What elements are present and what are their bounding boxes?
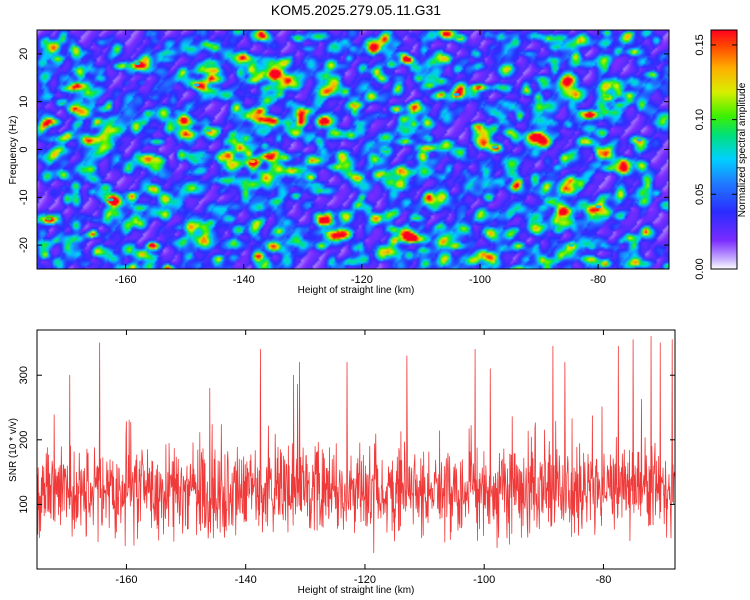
spectral-peak-10 — [544, 198, 551, 202]
spectrogram-x-tick-label: -100 — [469, 274, 491, 286]
spectral-peak-19 — [382, 147, 389, 152]
spectral-peak-14 — [568, 243, 575, 247]
spectrogram-x-axis: -160 -140 -120 -100 -80 — [115, 30, 606, 286]
spectral-peak-7 — [293, 35, 300, 39]
snr-x-tick-label: -100 — [473, 574, 495, 586]
spectral-peak-15 — [57, 100, 64, 104]
spectral-peak-2 — [249, 159, 256, 164]
snr-y-tick-label: 100 — [18, 495, 30, 513]
spectral-peak-11 — [107, 198, 114, 202]
snr-x-tick-label: -120 — [354, 574, 376, 586]
spectral-peak-8 — [456, 35, 463, 39]
spectrogram-y-label: Frequency (Hz) — [8, 116, 19, 185]
chart-title: KOM5.2025.279.05.11.G31 — [271, 2, 441, 18]
spectral-peak-1 — [149, 243, 156, 247]
spectral-peak-16 — [193, 83, 200, 87]
spectrogram-y-tick-label: 20 — [18, 48, 30, 60]
spectral-peak-0 — [403, 57, 410, 61]
spectral-peak-18 — [453, 92, 460, 97]
spectrogram-y-axis: -20 -10 0 10 20 — [18, 48, 669, 253]
snr-x-tick-label: -160 — [115, 574, 137, 586]
spectrogram-layer — [37, 30, 669, 269]
colorbar-gradient — [710, 29, 738, 270]
spectral-peak-6 — [603, 95, 610, 99]
spectral-peak-5 — [491, 145, 498, 149]
spectral-peak-9 — [205, 128, 212, 132]
snr-y-tick-label: 300 — [18, 366, 30, 384]
snr-x-tick-label: -80 — [595, 574, 611, 586]
spectrogram-x-tick-label: -140 — [233, 274, 255, 286]
spectrogram-x-tick-label: -80 — [590, 274, 606, 286]
spectrogram-x-tick-label: -120 — [351, 274, 373, 286]
snr-x-axis: -160 -140 -120 -100 -80 — [115, 330, 611, 586]
snr-y-tick-label: 200 — [18, 431, 30, 449]
colorbar: 0.00 0.05 0.10 0.15 Normalized spectral amp… — [694, 29, 748, 280]
snr-x-tick-label: -140 — [235, 574, 257, 586]
colorbar-ticks: 0.00 0.05 0.10 0.15 — [694, 34, 737, 280]
spectral-peak-4 — [45, 217, 52, 221]
spectrogram-heatmap — [37, 30, 669, 269]
snr-x-label: Height of straight line (km) — [298, 585, 415, 596]
colorbar-tick-label: 0.15 — [694, 34, 706, 55]
snr-series-line — [37, 336, 675, 554]
spectral-peak-12 — [412, 214, 419, 219]
snr-panel: -160 -140 -120 -100 -80 100 200 300 Height of … — [8, 329, 676, 596]
colorbar-tick-label: 0.05 — [694, 184, 706, 205]
snr-background — [37, 330, 675, 569]
snr-frame — [36, 329, 676, 570]
spectrogram-x-tick-label: -160 — [115, 274, 137, 286]
spectral-peak-17 — [323, 229, 330, 233]
spectrogram-y-tick-label: -20 — [18, 237, 30, 253]
colorbar-tick-label: 0.10 — [694, 109, 706, 130]
spectral-peak-20 — [595, 205, 602, 209]
spectral-peak-21 — [636, 138, 643, 142]
colorbar-label: Normalized spectral amplitude — [737, 82, 748, 217]
colorbar-tick-label: 0.00 — [694, 258, 706, 279]
spectral-peak-13 — [134, 61, 141, 66]
spectrogram-y-tick-label: 10 — [18, 96, 30, 108]
spectrogram-y-tick-label: -10 — [18, 189, 30, 205]
spectral-peak-3 — [352, 102, 359, 106]
spectrogram-x-label: Height of straight line (km) — [298, 285, 415, 296]
snr-y-label: SNR (10 * v/v) — [8, 418, 19, 482]
spectrogram-y-tick-label: 0 — [18, 146, 30, 152]
snr-y-axis: 100 200 300 — [18, 366, 675, 514]
